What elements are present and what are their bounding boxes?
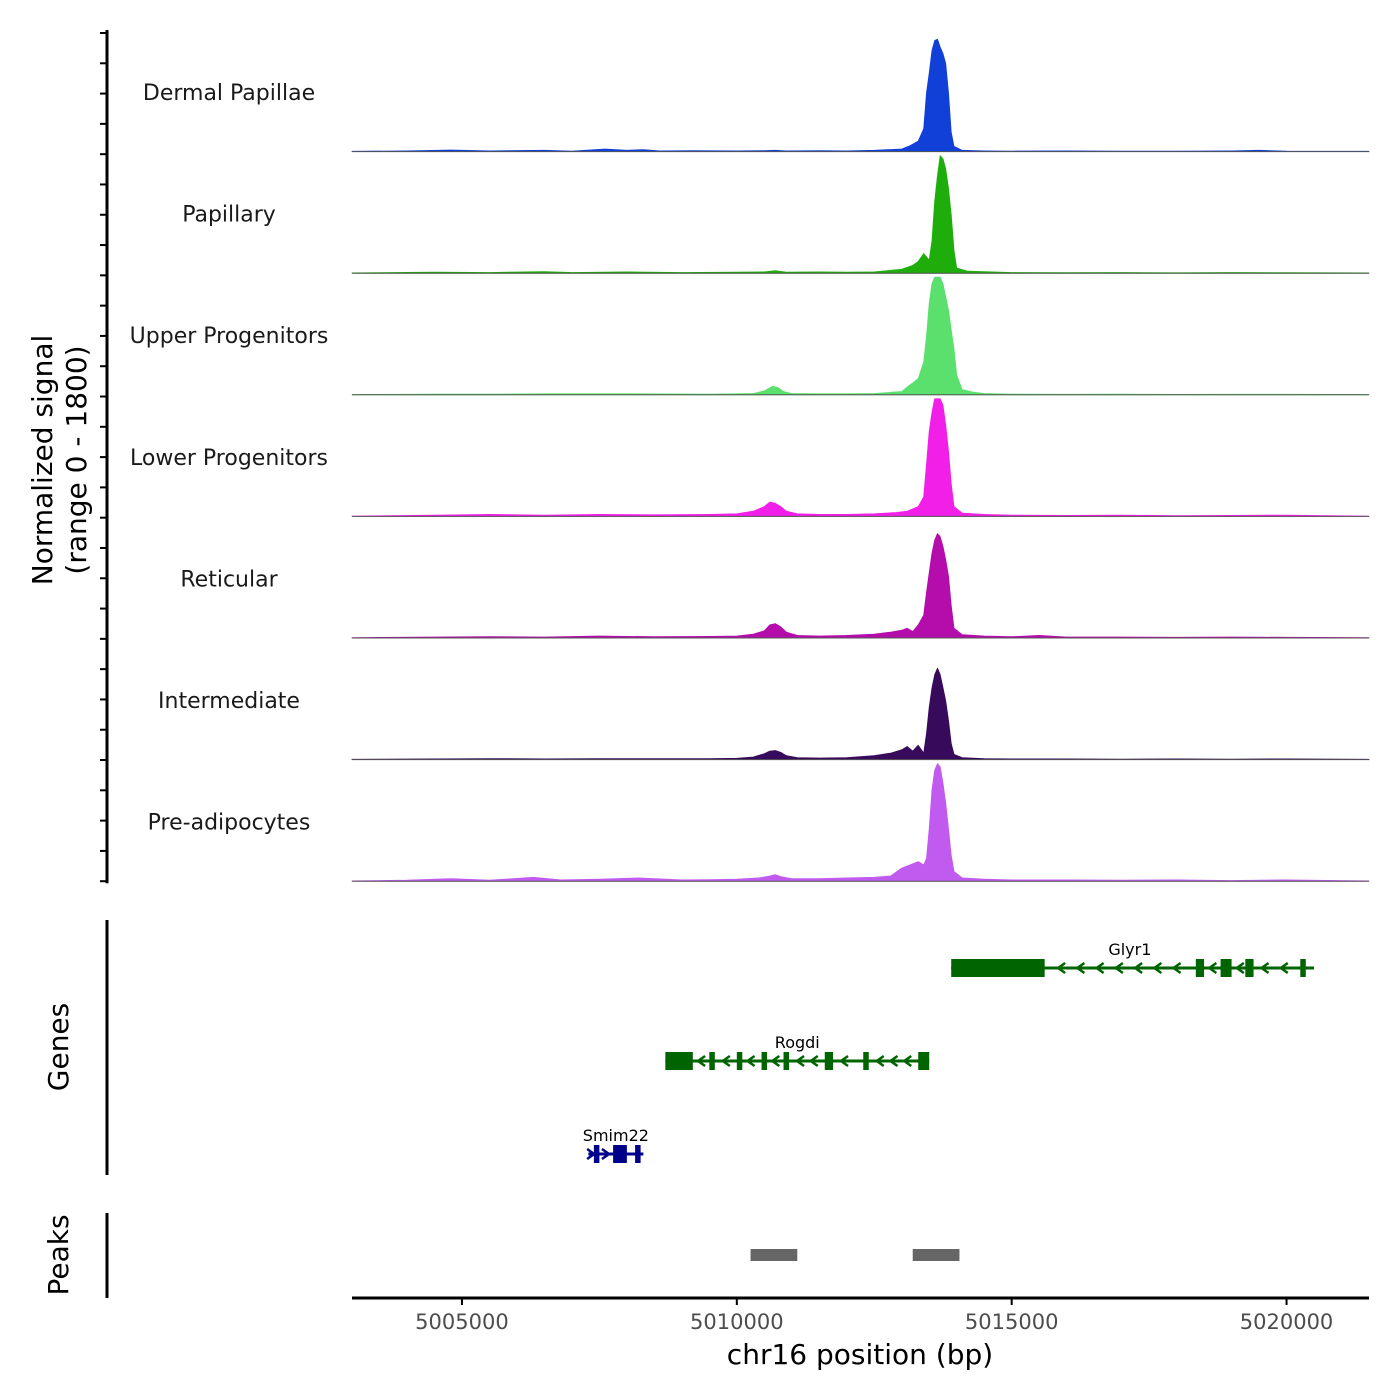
exon-glyr1: [951, 959, 1045, 977]
gene-glyr1: Glyr1: [951, 940, 1315, 977]
strand-arrow-rogdi: [838, 1054, 849, 1068]
track-label-intermediate: Intermediate: [158, 689, 300, 714]
peak-region: [912, 1249, 960, 1261]
gene-label-glyr1: Glyr1: [1108, 940, 1151, 959]
strand-arrow-rogdi: [745, 1054, 756, 1068]
exon-rogdi: [709, 1052, 715, 1070]
signal-area-lower-progenitors: [351, 398, 1370, 517]
strand-arrow-rogdi: [794, 1054, 805, 1068]
strand-arrow-rogdi: [874, 1054, 885, 1068]
strand-arrow-rogdi: [808, 1054, 819, 1068]
signal-y-axis-title-line2: (range 0 - 1800): [60, 345, 93, 574]
track-label-papillary: Papillary: [182, 203, 276, 228]
x-tick-label: 5015000: [965, 1310, 1059, 1334]
strand-arrow-glyr1: [1094, 961, 1105, 975]
track-lower-progenitors: Lower Progenitors: [130, 398, 1370, 517]
peaks-y-axis-title: Peaks: [42, 1214, 75, 1295]
genes-y-axis-title: Genes: [42, 1003, 75, 1091]
signal-area-upper-progenitors: [351, 276, 1370, 396]
track-pre-adipocytes: Pre-adipocytes: [148, 763, 1370, 882]
signal-y-axis-title: Normalized signal(range 0 - 1800): [26, 335, 93, 586]
peak-region: [750, 1249, 798, 1261]
track-papillary: Papillary: [182, 155, 1370, 274]
x-tick-label: 5010000: [690, 1310, 784, 1334]
signal-area-intermediate: [351, 667, 1370, 760]
strand-arrow-rogdi: [902, 1054, 912, 1068]
x-tick-label: 5020000: [1240, 1310, 1334, 1334]
strand-arrow-glyr1: [1075, 961, 1086, 975]
exon-rogdi: [918, 1052, 930, 1070]
exon-rogdi: [824, 1052, 834, 1070]
gene-smim22: Smim22: [583, 1126, 649, 1163]
exon-rogdi: [665, 1052, 693, 1070]
track-intermediate: Intermediate: [158, 667, 1370, 761]
strand-arrow-rogdi: [888, 1054, 899, 1068]
signal-y-axis-title-line1: Normalized signal: [26, 335, 59, 586]
strand-arrow-rogdi: [695, 1054, 706, 1068]
strand-arrow-rogdi: [770, 1054, 781, 1068]
strand-arrow-glyr1: [1113, 961, 1124, 975]
exon-smim22: [635, 1145, 641, 1163]
exon-rogdi: [736, 1052, 743, 1070]
gene-track: Glyr1 Rogdi Smim22: [583, 940, 1315, 1163]
signal-y-axis: [100, 30, 109, 884]
strand-arrow-glyr1: [1259, 961, 1270, 975]
signal-tracks: Dermal Papillae Papillary Upper Progenitor…: [130, 38, 1370, 882]
strand-arrow-glyr1: [1171, 961, 1182, 975]
track-upper-progenitors: Upper Progenitors: [130, 276, 1370, 396]
strand-arrow-glyr1: [1207, 961, 1218, 975]
strand-arrow-glyr1: [1055, 961, 1066, 975]
exon-glyr1: [1220, 959, 1232, 977]
strand-arrow-glyr1: [1132, 961, 1143, 975]
exon-glyr1: [1300, 959, 1306, 977]
strand-arrow-glyr1: [1278, 961, 1289, 975]
gene-rogdi: Rogdi: [665, 1033, 930, 1070]
x-axis: 5005000 5010000 5015000 5020000: [352, 1296, 1369, 1334]
signal-area-papillary: [351, 155, 1370, 274]
exon-rogdi: [783, 1052, 790, 1070]
exon-rogdi: [761, 1052, 768, 1070]
track-label-dermal-papillae: Dermal Papillae: [143, 81, 315, 106]
exon-glyr1: [1195, 959, 1205, 977]
gene-label-smim22: Smim22: [583, 1126, 649, 1145]
x-axis-title: chr16 position (bp): [727, 1338, 993, 1371]
exon-smim22: [613, 1145, 627, 1163]
track-label-lower-progenitors: Lower Progenitors: [130, 446, 328, 471]
signal-area-pre-adipocytes: [351, 763, 1370, 882]
exon-glyr1: [1245, 959, 1254, 977]
track-reticular: Reticular: [180, 533, 1370, 639]
track-label-upper-progenitors: Upper Progenitors: [130, 324, 329, 349]
gene-label-rogdi: Rogdi: [775, 1033, 820, 1052]
strand-arrow-smim22: [586, 1147, 597, 1161]
strand-arrow-rogdi: [720, 1054, 731, 1068]
track-dermal-papillae: Dermal Papillae: [143, 38, 1370, 153]
x-tick-label: 5005000: [415, 1310, 509, 1334]
exon-smim22: [593, 1145, 600, 1163]
exon-rogdi: [863, 1052, 869, 1070]
peak-track: [750, 1249, 960, 1261]
strand-arrow-glyr1: [1152, 961, 1163, 975]
track-label-pre-adipocytes: Pre-adipocytes: [148, 811, 311, 836]
signal-area-dermal-papillae: [351, 38, 1370, 152]
track-label-reticular: Reticular: [180, 567, 278, 592]
strand-arrow-smim22: [601, 1147, 612, 1161]
signal-area-reticular: [351, 533, 1370, 639]
strand-arrow-glyr1: [1234, 961, 1245, 975]
